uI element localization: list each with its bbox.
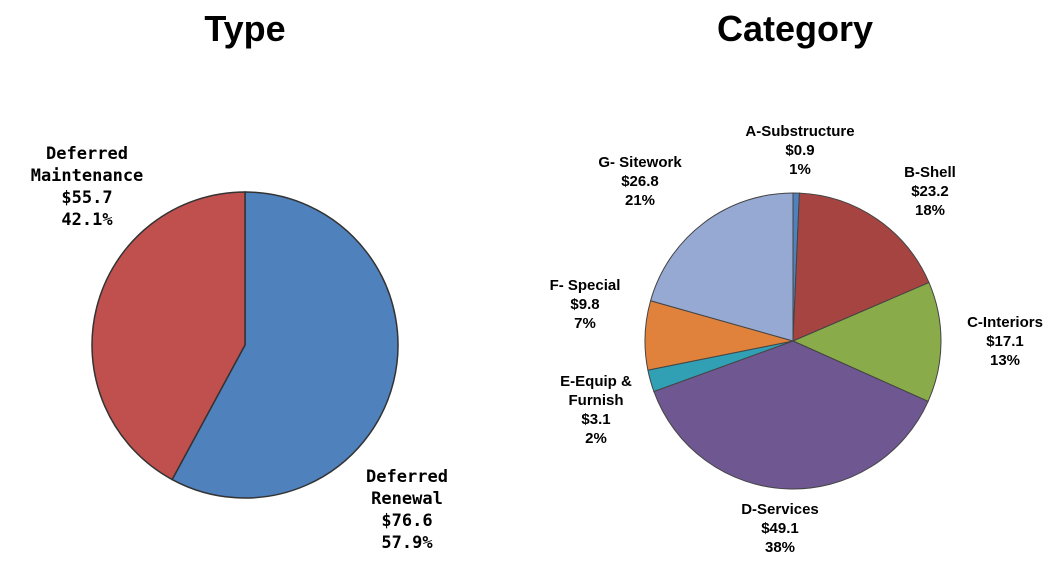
slice-label: F- Special $9.8 7% — [540, 276, 630, 333]
category-name: E-Equip & Furnish — [560, 373, 632, 409]
pie-slice — [171, 191, 399, 499]
category-name: B-Shell — [904, 164, 956, 181]
category-name: D-Services — [741, 501, 819, 518]
value-label: $55.7 — [61, 188, 113, 208]
slice-label: C-Interiors $17.1 13% — [960, 313, 1050, 370]
slice-label: G- Sitework $26.8 21% — [585, 153, 695, 210]
chart-title: Category — [716, 8, 874, 49]
pie-slice — [792, 192, 930, 342]
pie-slice — [653, 340, 929, 490]
percentage-label: 42.1% — [61, 210, 113, 230]
slice-label: E-Equip & Furnish $3.1 2% — [551, 372, 641, 448]
percentage-label: 38% — [764, 539, 796, 556]
slice-label: D-Services $49.1 38% — [720, 500, 840, 557]
percentage-label: 21% — [624, 192, 656, 209]
percentage-label: 57.9% — [381, 533, 433, 553]
category-name: Deferred Renewal — [366, 467, 448, 509]
percentage-label: 1% — [789, 161, 811, 178]
value-label: $3.1 — [581, 411, 611, 428]
value-label: $17.1 — [986, 333, 1024, 350]
percentage-label: 18% — [914, 202, 946, 219]
chart-title: Type — [204, 8, 286, 49]
slice-label: A-Substructure $0.9 1% — [730, 122, 870, 179]
pie-slice — [791, 281, 942, 403]
value-label: $0.9 — [785, 142, 815, 159]
pie-slice — [91, 191, 246, 481]
percentage-label: 2% — [585, 430, 607, 447]
slice-label: Deferred Renewal $76.6 57.9% — [342, 466, 472, 554]
slice-label: Deferred Maintenance $55.7 42.1% — [22, 143, 152, 231]
value-label: $9.8 — [570, 296, 600, 313]
percentage-label: 7% — [574, 315, 596, 332]
value-label: $26.8 — [621, 173, 659, 190]
slice-label: B-Shell $23.2 18% — [885, 163, 975, 220]
value-label: $49.1 — [761, 520, 799, 537]
category-name: C-Interiors — [967, 314, 1043, 331]
value-label: $76.6 — [381, 511, 433, 531]
category-name: A-Substructure — [745, 123, 855, 140]
category-name: F- Special — [549, 277, 621, 294]
percentage-label: 13% — [989, 352, 1021, 369]
value-label: $23.2 — [911, 183, 949, 200]
pie-slice — [649, 192, 794, 342]
category-name: G- Sitework — [598, 154, 682, 171]
category-name: Deferred Maintenance — [30, 144, 144, 186]
